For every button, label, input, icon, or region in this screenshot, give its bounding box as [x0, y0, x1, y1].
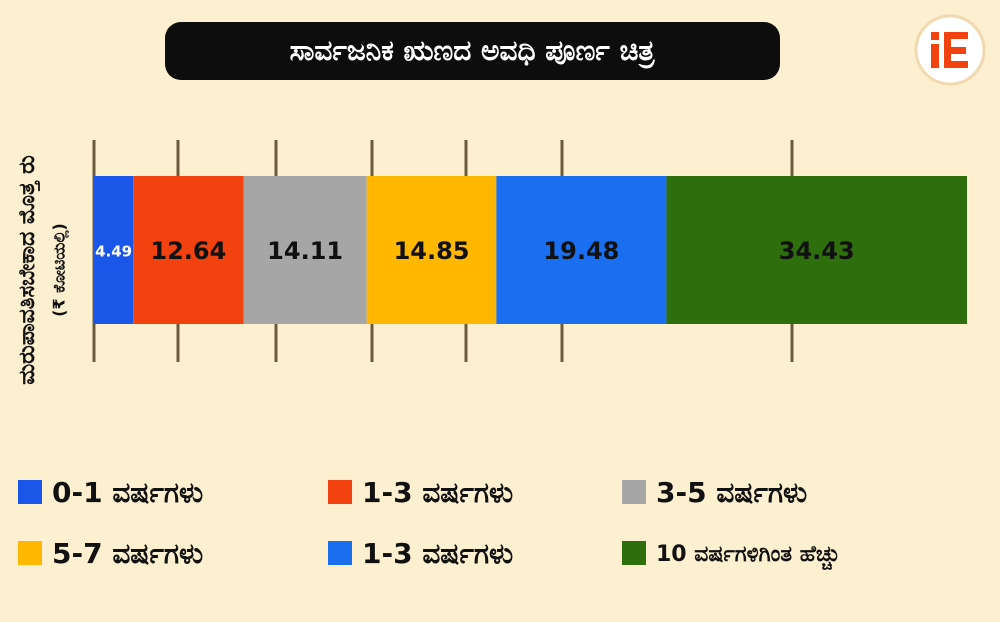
legend-swatch	[18, 541, 42, 565]
bar-segment	[243, 176, 367, 324]
bar-segment	[496, 176, 667, 324]
legend-label: 3-5 ವರ್ಷಗಳು	[656, 476, 807, 509]
legend-swatch	[328, 541, 352, 565]
bar-segment	[366, 176, 497, 324]
legend-swatch	[622, 480, 646, 504]
title-box	[165, 22, 780, 80]
data-label: 12.64	[150, 237, 226, 265]
legend-label: 1-3 ವರ್ಷಗಳು	[362, 476, 513, 509]
legend-swatch	[18, 480, 42, 504]
legend-label: 0-1 ವರ್ಷಗಳು	[52, 476, 203, 509]
legend-swatch	[328, 480, 352, 504]
chart-title: ಸಾರ್ವಜನಿಕ ಋಣದ ಅವಧಿ ಪೂರ್ಣ ಚಿತ್ರ	[290, 34, 655, 69]
legend-label: 5-7 ವರ್ಷಗಳು	[52, 537, 203, 570]
data-label: 4.49	[95, 243, 132, 261]
legend-label: 1-3 ವರ್ಷಗಳು	[362, 537, 513, 570]
data-label: 19.48	[543, 237, 619, 265]
y-axis-sublabel: (₹ ಕೋಟಿಯಲ್ಲಿ)	[50, 223, 71, 317]
logo	[914, 14, 986, 86]
legend-swatch	[622, 541, 646, 565]
data-label: 14.11	[267, 237, 343, 265]
bar-segment	[133, 176, 244, 324]
bar-segment	[94, 176, 134, 324]
bar-segment	[666, 176, 967, 324]
y-axis-label: ಮರುಪಾವತಿಸಬೇಕಾದ ಮೊತ್ತ ರು	[15, 155, 41, 385]
data-label: 34.43	[779, 237, 855, 265]
legend-label: 10 ವರ್ಷಗಳಿಗಿಂತ ಹೆಚ್ಚು	[656, 542, 840, 571]
data-label: 14.85	[394, 237, 470, 265]
